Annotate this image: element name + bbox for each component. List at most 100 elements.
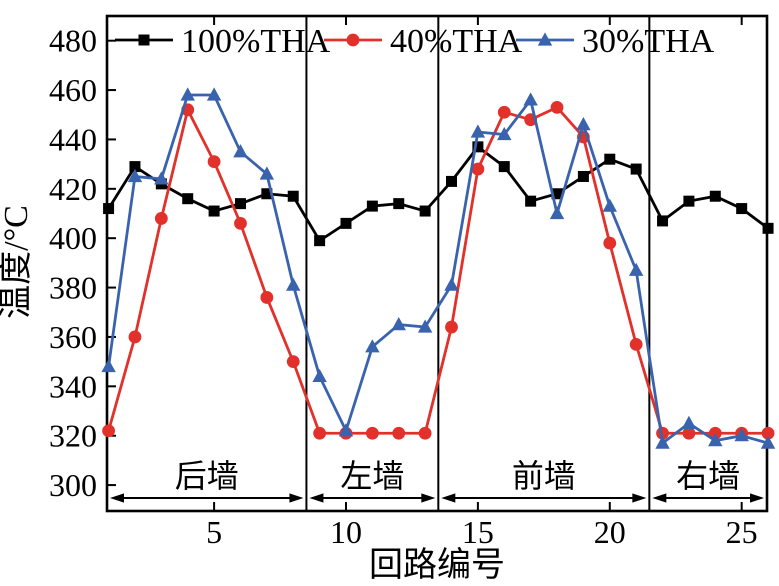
legend-marker	[346, 33, 360, 47]
data-point-marker	[657, 215, 669, 227]
data-point-marker	[418, 426, 432, 440]
data-point-marker	[498, 161, 510, 173]
data-point-marker	[261, 188, 273, 200]
y-tick-label: 440	[49, 121, 97, 157]
data-point-marker	[417, 319, 433, 333]
data-point-marker	[629, 337, 643, 351]
x-tick-label: 25	[726, 514, 758, 550]
data-point-marker	[604, 153, 616, 165]
legend-label: 30%THA	[582, 23, 715, 60]
data-point-marker	[259, 166, 275, 180]
x-tick-label: 10	[330, 514, 362, 550]
data-point-marker	[234, 198, 246, 210]
legend-item: 40%THA	[324, 23, 523, 60]
data-point-marker	[180, 87, 195, 101]
data-point-marker	[471, 162, 485, 176]
data-point-marker	[286, 355, 300, 369]
data-series	[101, 87, 776, 449]
data-point-marker	[287, 190, 299, 202]
region-label: 右墙	[676, 458, 740, 494]
data-point-marker	[683, 195, 695, 207]
data-point-marker	[444, 277, 459, 291]
data-point-marker	[472, 141, 484, 153]
legend: 100%THA 40%THA 30%THA	[115, 23, 715, 60]
x-tick-label: 5	[206, 514, 222, 550]
region-arrow-head-right	[632, 493, 647, 503]
data-point-marker	[603, 236, 617, 250]
data-point-marker	[446, 175, 458, 187]
data-point-marker	[577, 170, 589, 182]
region-label: 左墙	[340, 458, 404, 494]
data-point-marker	[761, 426, 775, 440]
data-point-marker	[551, 188, 563, 200]
data-point-marker	[207, 155, 221, 169]
data-point-marker	[392, 426, 406, 440]
y-tick-label: 360	[49, 319, 97, 355]
data-point-marker	[129, 161, 141, 173]
data-point-marker	[286, 277, 301, 291]
region-arrow-head-left	[441, 493, 456, 503]
region-arrow-head-right	[421, 493, 436, 503]
y-axis-title: 温度/°C	[0, 205, 35, 319]
legend-item: 30%THA	[516, 23, 715, 60]
y-tick-label: 340	[49, 368, 97, 404]
data-point-marker	[365, 426, 379, 440]
wall-region: 左墙	[309, 458, 436, 503]
data-point-marker	[154, 171, 169, 185]
y-tick-label: 400	[49, 220, 97, 256]
data-point-marker	[445, 320, 458, 334]
data-point-marker	[628, 262, 644, 276]
data-point-marker	[208, 205, 220, 217]
x-axis-title: 回路编号	[369, 546, 505, 584]
legend-label: 40%THA	[390, 23, 523, 60]
legend-marker	[138, 34, 150, 46]
data-point-marker	[709, 190, 721, 202]
wall-region: 右墙	[652, 458, 764, 503]
data-point-marker	[314, 235, 326, 247]
series-30pctTHA	[101, 87, 776, 449]
data-point-marker	[630, 163, 642, 175]
legend-label: 100%THA	[181, 23, 331, 60]
region-arrow-head-left	[110, 493, 124, 503]
y-tick-label: 420	[49, 171, 97, 207]
data-point-marker	[550, 100, 564, 114]
region-label: 前墙	[512, 458, 576, 494]
data-point-marker	[206, 87, 222, 101]
y-tick-label: 380	[49, 270, 97, 306]
x-tick-label: 20	[594, 514, 626, 550]
legend-item: 100%THA	[115, 23, 331, 60]
data-point-marker	[338, 423, 354, 437]
wall-region: 前墙	[441, 458, 647, 503]
data-point-marker	[681, 415, 697, 429]
data-point-marker	[103, 203, 115, 215]
data-point-marker	[470, 124, 486, 138]
data-point-marker	[497, 105, 511, 119]
data-point-marker	[734, 428, 749, 442]
data-point-marker	[182, 193, 194, 205]
y-tick-label: 480	[49, 23, 97, 59]
region-arrow-head-right	[289, 493, 304, 503]
region-arrow-head-left	[309, 493, 324, 503]
data-point-marker	[682, 426, 696, 440]
data-point-marker	[549, 205, 565, 220]
data-point-marker	[154, 212, 168, 225]
data-point-marker	[102, 424, 115, 438]
data-point-marker	[391, 317, 406, 331]
data-point-marker	[760, 435, 776, 449]
data-point-marker	[313, 426, 327, 440]
wall-region-labels: 后墙 左墙 前墙 右墙	[110, 458, 764, 503]
data-point-marker	[655, 435, 670, 449]
wall-region: 后墙	[110, 458, 304, 503]
x-tick-label: 15	[462, 514, 494, 550]
y-tick-label: 300	[49, 467, 97, 503]
region-arrow-head-right	[750, 493, 764, 503]
plot-frame	[105, 14, 769, 513]
data-point-marker	[234, 216, 247, 230]
data-point-marker	[602, 198, 617, 212]
data-point-marker	[365, 339, 380, 353]
axis-ticks	[107, 16, 743, 511]
data-point-marker	[497, 126, 512, 141]
data-point-marker	[260, 291, 274, 304]
